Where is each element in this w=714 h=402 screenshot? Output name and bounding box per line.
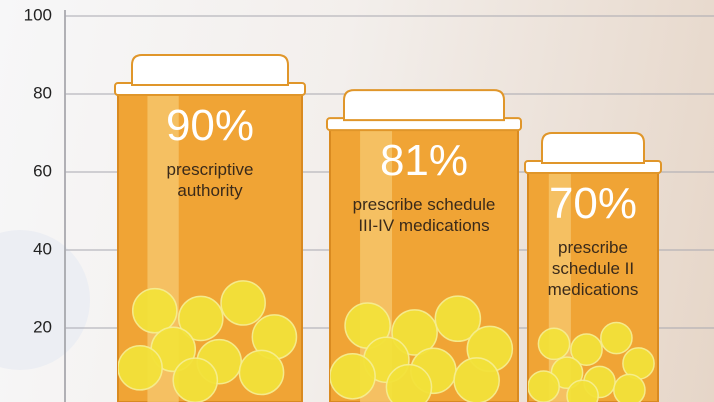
pill (239, 350, 283, 394)
pill (614, 374, 645, 402)
pill (386, 365, 431, 402)
pill (454, 358, 499, 402)
pill (538, 328, 569, 359)
y-tick-label: 60 (33, 161, 52, 180)
pill (221, 281, 265, 325)
y-tick-label: 100 (24, 5, 52, 24)
bottle-cap (542, 133, 644, 163)
category-label: prescriptive authority (140, 159, 280, 201)
pill (528, 371, 559, 402)
bottle-cap (132, 55, 288, 85)
pill (133, 289, 177, 333)
category-label: prescribe schedule III-IV medications (353, 194, 496, 236)
value-label: 70% (528, 179, 658, 229)
y-tick-label: 80 (33, 83, 52, 102)
category-label: prescribe schedule II medications (544, 237, 643, 300)
pill (118, 346, 162, 390)
value-label: 90% (118, 101, 302, 151)
y-tick-label: 40 (33, 239, 52, 258)
pill (330, 354, 375, 399)
pill (173, 358, 217, 402)
bottle-cap (344, 90, 504, 120)
chart: 20 40 60 80 100 90% prescriptive authority 81%… (0, 0, 714, 402)
pill (601, 322, 632, 353)
y-tick-label: 20 (33, 317, 52, 336)
value-label: 81% (330, 136, 518, 186)
